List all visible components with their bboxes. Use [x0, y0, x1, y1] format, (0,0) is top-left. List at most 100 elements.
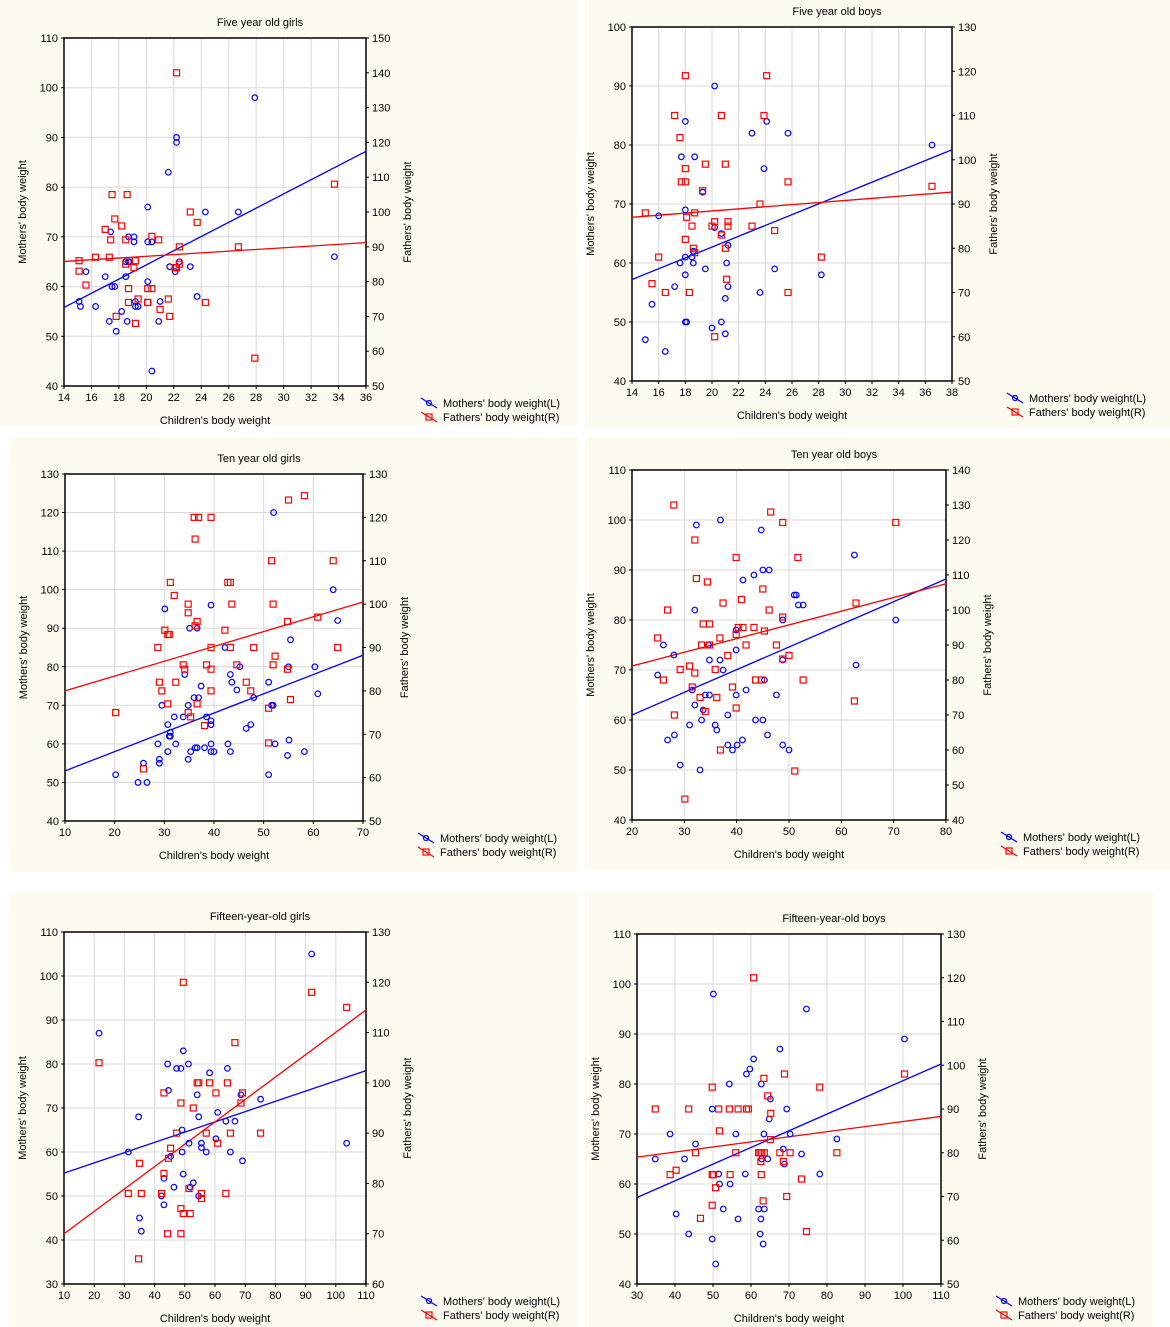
- father-data-point: [663, 606, 672, 614]
- x-tick-label: 32: [866, 387, 878, 399]
- mother-data-point: [265, 771, 273, 779]
- x-tick-label: 18: [113, 392, 125, 404]
- y-right-tick-label: 120: [947, 973, 965, 985]
- y-left-tick-label: 100: [40, 971, 58, 983]
- mother-data-point: [118, 308, 126, 315]
- father-data-point: [759, 1197, 767, 1205]
- mother-data-point: [92, 303, 99, 310]
- x-tick-label: 40: [731, 826, 743, 838]
- father-data-point: [156, 305, 164, 314]
- fathers-points: [95, 978, 351, 1263]
- father-data-point: [802, 1227, 811, 1236]
- father-data-point: [329, 557, 337, 565]
- father-data-point: [719, 599, 727, 607]
- father-data-point: [852, 599, 860, 607]
- y-right-tick-label: 50: [947, 1279, 959, 1291]
- y-right-tick-label: 130: [372, 927, 390, 939]
- father-data-point: [732, 1149, 740, 1157]
- y-left-tick-label: 40: [47, 816, 59, 828]
- mother-data-point: [179, 1170, 187, 1178]
- father-data-point: [82, 281, 90, 289]
- mother-data-point: [692, 1140, 699, 1148]
- y-left-tick-label: 60: [614, 258, 626, 270]
- mother-data-point: [892, 616, 900, 624]
- mother-data-point: [271, 740, 279, 748]
- father-data-point: [772, 641, 781, 649]
- mother-data-point: [725, 1080, 733, 1088]
- mother-data-point: [765, 566, 773, 574]
- legend-square-marker-icon: [425, 1311, 433, 1319]
- y-left-tick-label: 40: [46, 381, 58, 393]
- y-right-axis-label: Fathers' body weight: [988, 153, 1000, 254]
- mother-data-point: [739, 576, 747, 584]
- father-data-point: [202, 661, 211, 669]
- father-data-point: [688, 222, 696, 230]
- legend-fathers-line-icon: [420, 411, 438, 423]
- father-data-point: [271, 652, 279, 660]
- legend: Mothers' body weight(L) Fathers' body wei…: [1000, 831, 1140, 858]
- chart-panel-ten-year-old-boys: 20 30 40 50 60 70 80 40 50 60 70 80 90 100 110 40 50 60 70…: [585, 437, 1170, 870]
- y-right-tick-label: 90: [958, 199, 970, 211]
- father-data-point: [759, 585, 767, 593]
- mother-data-point: [207, 748, 215, 756]
- y-right-tick-label: 100: [369, 599, 387, 611]
- y-left-tick-label: 30: [46, 1279, 58, 1291]
- mother-data-point: [203, 713, 210, 721]
- mother-data-point: [130, 233, 138, 241]
- x-tick-label: 20: [626, 826, 638, 838]
- father-data-point: [760, 1149, 768, 1157]
- y-right-tick-label: 70: [952, 710, 964, 722]
- mother-data-point: [207, 601, 215, 609]
- mother-data-point: [803, 1005, 810, 1013]
- mother-data-point: [724, 283, 732, 291]
- y-right-tick-label: 80: [372, 1178, 384, 1190]
- father-data-point: [343, 1003, 351, 1012]
- mother-data-point: [716, 656, 724, 664]
- father-data-point: [692, 574, 700, 583]
- mother-data-point: [206, 1069, 213, 1077]
- mother-data-point: [677, 153, 685, 161]
- y-left-tick-label: 60: [46, 282, 58, 294]
- y-left-axis-label: Mothers' body weight: [590, 1057, 602, 1161]
- father-data-point: [685, 1105, 693, 1113]
- mother-data-point: [689, 259, 697, 267]
- father-data-point: [283, 617, 292, 626]
- father-data-point: [742, 641, 750, 649]
- y-left-tick-label: 50: [619, 1229, 631, 1241]
- fathers-points: [75, 69, 339, 362]
- father-data-point: [226, 643, 234, 652]
- mother-data-point: [239, 1157, 246, 1165]
- scatter-chart-svg: 14 16 18 20 22 24 26 28 30 32 34 36 38 40 50 60 70 80 90 10…: [585, 6, 1146, 422]
- mother-data-point: [721, 295, 729, 302]
- father-data-point: [167, 1144, 175, 1152]
- mother-data-point: [197, 682, 205, 690]
- father-data-point: [705, 641, 714, 649]
- mother-data-point: [716, 1180, 723, 1188]
- mother-data-point: [210, 748, 218, 756]
- father-data-point: [655, 253, 663, 261]
- father-data-point: [681, 72, 689, 80]
- y-left-axis-label: Mothers' body weight: [17, 160, 29, 264]
- father-data-point: [716, 634, 724, 642]
- mother-data-point: [124, 1148, 132, 1156]
- mother-data-point: [166, 728, 174, 736]
- mother-data-point: [696, 766, 704, 774]
- father-data-point: [785, 651, 793, 660]
- mother-data-point: [711, 82, 719, 90]
- father-data-point: [231, 1039, 239, 1047]
- y-right-tick-label: 70: [372, 1229, 384, 1241]
- father-data-point: [705, 620, 714, 628]
- father-data-point: [195, 1079, 203, 1087]
- mother-data-point: [681, 271, 689, 279]
- y-right-tick-label: 90: [952, 640, 964, 652]
- x-tick-label: 80: [269, 1290, 281, 1302]
- father-data-point: [716, 746, 725, 754]
- y-right-axis-label: Fathers' body weight: [402, 1057, 414, 1158]
- legend: Mothers' body weight(L) Fathers' body wei…: [995, 1295, 1135, 1322]
- mother-data-point: [136, 1214, 143, 1222]
- x-tick-label: 50: [707, 1290, 719, 1302]
- mother-data-point: [756, 1230, 764, 1238]
- father-data-point: [711, 218, 719, 226]
- father-data-point: [144, 284, 152, 293]
- father-data-point: [900, 1070, 909, 1078]
